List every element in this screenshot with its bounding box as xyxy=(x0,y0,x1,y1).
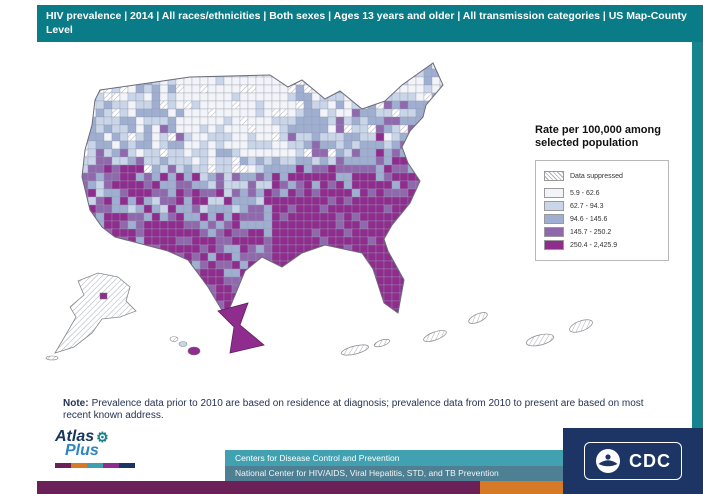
atlas-logo-color-strip xyxy=(55,463,135,468)
gear-icon: ⚙ xyxy=(96,429,109,445)
cdc-wordmark: CDC xyxy=(629,450,671,471)
legend-label: 94.6 - 145.6 xyxy=(570,215,608,223)
us-outline xyxy=(81,62,444,319)
legend-label: 250.4 - 2,425.9 xyxy=(570,241,618,249)
aleutian-islands[interactable] xyxy=(45,355,59,361)
map-title: HIV prevalence | 2014 | All races/ethnic… xyxy=(46,10,687,36)
purple-territory-inset[interactable] xyxy=(217,302,265,354)
right-edge-strip xyxy=(692,42,703,428)
legend-item: 250.4 - 2,425.9 xyxy=(544,240,660,250)
cdc-logo[interactable]: CDC xyxy=(563,428,703,494)
island-inset-3[interactable] xyxy=(422,328,447,344)
header-bar: HIV prevalence | 2014 | All races/ethnic… xyxy=(37,5,703,42)
legend-swatch xyxy=(544,201,564,211)
legend-label: 5.9 - 62.6 xyxy=(570,189,600,197)
footer-cdc-bar: Centers for Disease Control and Preventi… xyxy=(225,450,563,466)
legend-swatch xyxy=(544,214,564,224)
note-label: Note: xyxy=(63,398,89,409)
legend-item: Data suppressed xyxy=(544,171,660,181)
island-inset-6[interactable] xyxy=(568,317,594,335)
island-inset-4[interactable] xyxy=(467,310,489,325)
note-text: Note: Prevalence data prior to 2010 are b… xyxy=(63,398,648,422)
legend-title: Rate per 100,000 among selected populati… xyxy=(535,124,661,149)
bottom-strip-orange xyxy=(480,481,563,494)
plus-wordmark: Plus xyxy=(65,442,99,459)
hawaii-island-1[interactable] xyxy=(169,336,179,342)
hawaii-island-3[interactable] xyxy=(187,346,201,356)
island-inset-5[interactable] xyxy=(525,332,555,348)
footer-cdc-text: Centers for Disease Control and Preventi… xyxy=(235,453,400,463)
legend-label: Data suppressed xyxy=(570,172,623,180)
us-county-map[interactable] xyxy=(40,55,640,375)
cdc-emblem-icon xyxy=(596,449,620,473)
atlas-wordmark: Atlas xyxy=(55,428,95,445)
legend-item: 94.6 - 145.6 xyxy=(544,214,660,224)
legend-swatch xyxy=(544,227,564,237)
cdc-logo-frame: CDC xyxy=(584,442,682,480)
island-inset-1[interactable] xyxy=(340,343,369,358)
alaska-inset[interactable] xyxy=(54,272,137,354)
hawaii-island-2[interactable] xyxy=(178,341,188,347)
legend-item: 145.7 - 250.2 xyxy=(544,227,660,237)
alaska-county-highlight[interactable] xyxy=(99,292,108,300)
map-legend: Data suppressed 5.9 - 62.6 62.7 - 94.3 94.6… xyxy=(535,160,669,261)
county-mosaic[interactable] xyxy=(80,61,448,325)
footer-nchhstp-bar: National Center for HIV/AIDS, Viral Hepa… xyxy=(225,466,563,481)
bottom-strip-purple xyxy=(37,481,480,494)
footer-nchhstp-text: National Center for HIV/AIDS, Viral Hepa… xyxy=(235,468,499,478)
legend-label: 145.7 - 250.2 xyxy=(570,228,612,236)
legend-swatch xyxy=(544,240,564,250)
island-inset-2[interactable] xyxy=(373,338,391,349)
legend-label: 62.7 - 94.3 xyxy=(570,202,604,210)
note-body: Prevalence data prior to 2010 are based … xyxy=(63,398,644,421)
legend-swatch xyxy=(544,171,564,181)
legend-item: 62.7 - 94.3 xyxy=(544,201,660,211)
legend-item: 5.9 - 62.6 xyxy=(544,188,660,198)
legend-swatch xyxy=(544,188,564,198)
atlasplus-logo[interactable]: Atlas ⚙ Plus xyxy=(55,428,155,468)
